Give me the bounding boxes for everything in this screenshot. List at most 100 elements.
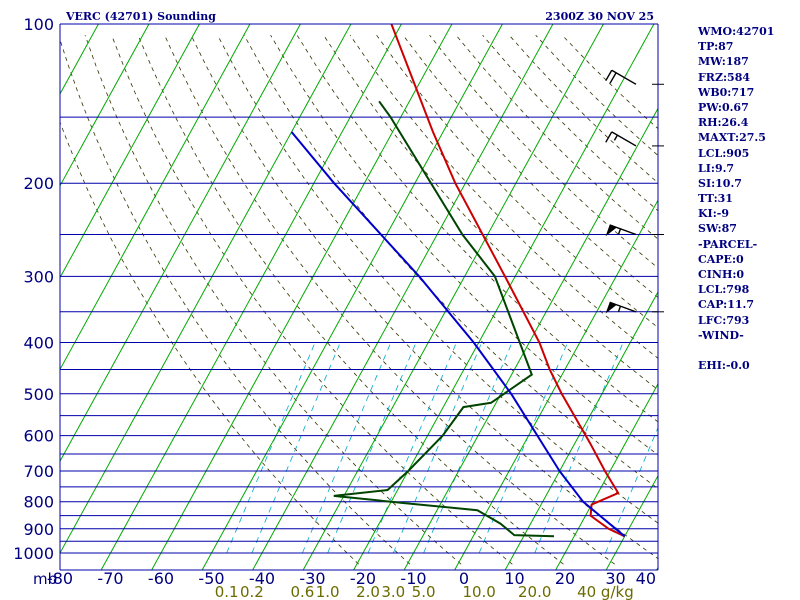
index-item: LCL:798 bbox=[698, 283, 750, 297]
pressure-tick-label: 800 bbox=[23, 493, 54, 512]
isotherm-line bbox=[60, 24, 150, 187]
isotherm-line bbox=[454, 199, 658, 570]
temperature-tick-label: -50 bbox=[198, 569, 224, 588]
temperature-tick-label: -40 bbox=[249, 569, 275, 588]
index-item: RH:26.4 bbox=[698, 116, 749, 130]
index-item: CAP:11.7 bbox=[698, 298, 755, 312]
isotherms bbox=[60, 24, 658, 570]
mixing-ratio-tick-label: 20.0 bbox=[518, 583, 551, 600]
index-item: SI:10.7 bbox=[698, 176, 742, 190]
temperature-tick-label: -80 bbox=[47, 569, 73, 588]
index-item: MAXT:27.5 bbox=[698, 131, 766, 145]
mixing-ratio-tick-label: 0.1 bbox=[215, 583, 239, 600]
temperature-tick-label: -10 bbox=[400, 569, 426, 588]
pressure-tick-label: 700 bbox=[23, 462, 54, 481]
pressure-tick-label: 1000 bbox=[13, 544, 54, 563]
pressure-tick-label: 400 bbox=[23, 333, 54, 352]
index-item: KI:-9 bbox=[698, 207, 729, 221]
index-item: CAPE:0 bbox=[698, 252, 744, 266]
mixing-ratio-line bbox=[534, 342, 624, 554]
isotherm-line bbox=[60, 24, 201, 279]
temperature-tick-label: 30 bbox=[605, 569, 625, 588]
isotherm-line bbox=[504, 291, 658, 570]
pressure-tick-label: 300 bbox=[23, 267, 54, 286]
mixing-ratio-tick-label: 2.0 bbox=[356, 583, 380, 600]
mixing-ratio-line bbox=[605, 426, 658, 554]
temperature-tick-label: -60 bbox=[148, 569, 174, 588]
mixing-ratio-tick-label: 0.6 bbox=[290, 583, 314, 600]
pressure-tick-label: 600 bbox=[23, 427, 54, 446]
dry-adiabat-line bbox=[60, 121, 359, 565]
mixing-ratio-tick-label: 40 g/kg bbox=[577, 583, 634, 600]
wind-barb bbox=[605, 69, 664, 85]
mixing-ratio-line bbox=[478, 342, 568, 554]
chart-datetime: 2300Z 30 NOV 25 bbox=[545, 10, 654, 23]
pressure-unit-label: mb bbox=[33, 570, 57, 588]
isotherm-line bbox=[60, 24, 352, 555]
dry-adiabat-line bbox=[376, 34, 658, 329]
index-item: WB0:717 bbox=[698, 85, 755, 99]
sounding-series bbox=[290, 24, 626, 538]
wind-profile bbox=[605, 24, 664, 314]
index-item: LI:9.7 bbox=[698, 161, 735, 175]
temperature-tick-label: -70 bbox=[97, 569, 123, 588]
isotherm-line bbox=[60, 24, 251, 371]
dewpoint-line bbox=[333, 100, 555, 538]
mixing-ratio-tick-label: 5.0 bbox=[412, 583, 436, 600]
dry-adiabat-line bbox=[137, 35, 564, 565]
mixing-ratio-line bbox=[423, 342, 513, 554]
mixing-ratio-lines bbox=[226, 342, 658, 554]
dry-adiabat-line bbox=[60, 38, 411, 565]
temperature-tick-label: 10 bbox=[504, 569, 524, 588]
grid bbox=[60, 24, 658, 570]
isotherm-line bbox=[403, 107, 658, 570]
pressure-tick-labels: 100 200 300 400 500 600 700 800 900 1000 bbox=[13, 15, 54, 563]
pressure-tick-label: 900 bbox=[23, 520, 54, 539]
temperature-tick-label: -20 bbox=[350, 569, 376, 588]
temperature-tick-label: 20 bbox=[555, 569, 575, 588]
mixing-ratio-tick-labels: 0.1 0.2 0.6 1.0 2.0 3.0 5.0 10.0 20.0 40 g/kg bbox=[215, 583, 634, 600]
dry-adiabat-line bbox=[111, 35, 513, 565]
dry-adiabat-line bbox=[270, 34, 658, 456]
mixing-ratio-tick-label: 1.0 bbox=[316, 583, 340, 600]
mixing-ratio-tick-label: 0.2 bbox=[240, 583, 264, 600]
dry-adiabats bbox=[60, 34, 658, 565]
mixing-ratio-line bbox=[302, 342, 392, 554]
mixing-ratio-line bbox=[226, 342, 316, 554]
index-item: -WIND- bbox=[698, 328, 744, 342]
mixing-ratio-line bbox=[367, 342, 457, 554]
isotherm-line bbox=[605, 474, 658, 570]
isotherm-line bbox=[555, 382, 658, 570]
pressure-tick-label: 200 bbox=[23, 174, 54, 193]
chart-title: VERC (42701) Sounding bbox=[65, 10, 216, 23]
dry-adiabat-line bbox=[402, 34, 658, 298]
mixing-ratio-line bbox=[251, 342, 341, 554]
pressure-tick-label: 500 bbox=[23, 385, 54, 404]
mixing-ratio-line bbox=[327, 342, 417, 554]
dry-adiabat-line bbox=[296, 34, 658, 423]
isotherm-line bbox=[302, 24, 605, 570]
index-item: TT:31 bbox=[698, 192, 733, 206]
index-item: SW:87 bbox=[698, 222, 737, 236]
dry-adiabat-line bbox=[217, 35, 658, 524]
index-item: WMO:42701 bbox=[698, 25, 775, 38]
temperature-tick-label: 0 bbox=[459, 569, 469, 588]
index-item: PW:0.67 bbox=[698, 100, 749, 114]
isobars bbox=[60, 24, 658, 554]
axes bbox=[59, 23, 659, 571]
isotherm-line bbox=[252, 24, 554, 570]
dry-adiabat-line bbox=[243, 35, 658, 490]
index-item: EHI:-0.0 bbox=[698, 359, 750, 373]
dry-adiabat-line bbox=[84, 35, 462, 565]
mixing-ratio-tick-label: 3.0 bbox=[381, 583, 405, 600]
index-item: LCL:905 bbox=[698, 146, 750, 160]
index-item: -PARCEL- bbox=[698, 237, 758, 251]
isotherm-line bbox=[100, 24, 403, 570]
temperature-tick-labels: -80 -70 -60 -50 -40 -30 -20 -10 0 10 20 30 40 bbox=[47, 569, 656, 588]
mixing-ratio-line bbox=[392, 342, 483, 554]
isotherm-line bbox=[201, 24, 504, 570]
index-item bbox=[698, 343, 774, 358]
index-item: LFC:793 bbox=[698, 313, 750, 327]
sounding-indices-panel: WMO:42701 TP:87 MW:187 FRZ:584 WB0:717 PW:0.6… bbox=[698, 24, 774, 373]
